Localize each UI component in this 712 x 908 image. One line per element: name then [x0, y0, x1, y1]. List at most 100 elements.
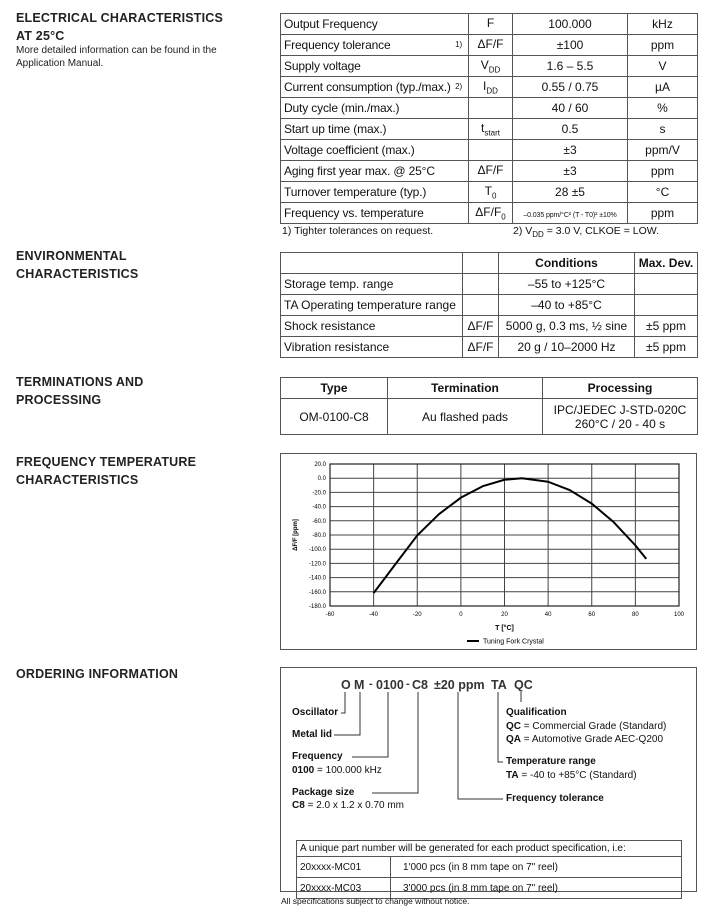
freq-tol-label: Frequency tolerance [506, 793, 604, 804]
ordering-heading: ORDERING INFORMATION [16, 667, 179, 681]
termination-cell: Au flashed pads [387, 398, 543, 435]
param-cell: Frequency tolerance 1) [280, 34, 469, 56]
param-cell: Duty cycle (min./max.) [280, 97, 469, 119]
param-wrap: Current consumption (typ./max.) 2) [284, 80, 465, 94]
x-tick-label: -60 [326, 612, 335, 618]
type-cell: OM-0100-C8 [280, 398, 388, 435]
table-row: 20xxxx-MC03 3'000 pcs (in 8 mm tape on 7"… [296, 877, 683, 899]
environmental-heading: ENVIRONMENTAL CHARACTERISTICS [16, 247, 138, 283]
code-o: O [341, 678, 351, 692]
x-tick-label: 20 [501, 612, 508, 618]
x-tick-label: -40 [369, 612, 378, 618]
y-axis-label: ΔF/F [ppm] [293, 519, 299, 551]
legend-label: Tuning Fork Crystal [483, 639, 544, 646]
desc-line: More detailed information can be found i… [16, 45, 217, 56]
cell: –55 to +125°C [498, 273, 635, 295]
param: Frequency tolerance [284, 38, 391, 52]
y-tick-label: -140.0 [309, 576, 327, 582]
key: 0100 [292, 765, 315, 776]
y-tick-label: -160.0 [309, 590, 327, 596]
value: 100.000 [548, 17, 592, 31]
cell: ±5 ppm [634, 336, 698, 358]
value: ±3 [563, 143, 577, 157]
table-row: Frequency vs. temperature ΔF/F0 –0.035 p… [280, 202, 698, 224]
symbol: ΔF/F [477, 36, 504, 51]
param: Frequency vs. temperature [284, 206, 424, 220]
heading-line: ENVIRONMENTAL [16, 249, 127, 263]
param-wrap: Turnover temperature (typ.) [284, 185, 465, 199]
value: ±100 [556, 38, 584, 52]
code-tolerance: ±20 ppm [434, 678, 485, 692]
symbol-sub: DD [486, 86, 498, 96]
symbol-cell: ΔF/F0 [468, 202, 513, 224]
symbol-sub: start [484, 128, 500, 138]
note-ref: 2) [455, 82, 462, 91]
cell: Shock resistance [280, 315, 463, 337]
symbol: T [484, 183, 492, 198]
unit-cell: V [627, 55, 698, 77]
terminations-table: Type Termination Processing OM-0100-C8 A… [280, 377, 698, 435]
series-line [372, 477, 648, 594]
x-axis-label: T [°C] [495, 624, 514, 632]
param: Duty cycle (min./max.) [284, 101, 400, 115]
col-header: Termination [387, 377, 543, 399]
value: = -40 to +85°C (Standard) [518, 770, 637, 781]
package-label: Package size [292, 787, 355, 798]
y-tick-label: -120.0 [309, 561, 327, 567]
key: QA [506, 734, 521, 745]
table-row: 20xxxx-MC01 1'000 pcs (in 8 mm tape on 7"… [296, 856, 683, 878]
qa-desc: QA = Automotive Grade AEC-Q200 [506, 734, 663, 745]
param-wrap: Frequency tolerance 1) [284, 38, 465, 52]
code-dash: - [406, 678, 410, 690]
key: QC [506, 721, 521, 732]
value: ±3 [563, 164, 577, 178]
x-tick-label: 80 [632, 612, 639, 618]
electrical-table: Output Frequency F 100.000 kHz Frequency … [280, 13, 698, 224]
part-table-header: A unique part number will be generated f… [295, 840, 683, 857]
x-tick-label: -20 [413, 612, 422, 618]
chart-frame: -60 -40 -20 0 20 40 60 80 100 20.0 0.0 -20.0 -40.0 -6… [280, 453, 697, 650]
key: C8 [292, 800, 305, 811]
x-tick-label: 60 [588, 612, 595, 618]
x-tick-label: 100 [674, 612, 685, 618]
qc-desc: QC = Commercial Grade (Standard) [506, 721, 666, 732]
symbol-sub: DD [488, 65, 501, 75]
footer-note: All specifications subject to change wit… [281, 896, 470, 906]
code-m: M [354, 678, 365, 692]
desc-line: Application Manual. [16, 58, 104, 69]
param: Aging first year max. @ 25°C [284, 164, 435, 178]
qualification-label: Qualification [506, 707, 567, 718]
param-cell: Current consumption (typ./max.) 2) [280, 76, 469, 98]
heading-line: PROCESSING [16, 393, 102, 407]
y-tick-label: 0.0 [318, 476, 327, 482]
heading-line: TERMINATIONS AND [16, 375, 144, 389]
y-tick-label: -60.0 [312, 519, 326, 525]
cell: TA Operating temperature range [280, 294, 463, 316]
heading-line: CHARACTERISTICS [16, 267, 139, 281]
param: Supply voltage [284, 59, 361, 73]
unit-cell: ppm [627, 202, 698, 224]
symbol: F [486, 15, 495, 30]
part-number-table: A unique part number will be generated f… [295, 840, 683, 899]
formula: –0.035 ppm/°C² (T - T0)² ±10% [523, 212, 617, 219]
table-row: Vibration resistance ΔF/F 20 g / 10–2000 H… [280, 336, 698, 358]
value: 28 ±5 [555, 185, 585, 199]
value: 0.5 [561, 122, 579, 136]
cell: ±5 ppm [634, 315, 698, 337]
param: Output Frequency [284, 17, 378, 31]
processing-line: 260°C / 20 - 40 s [574, 416, 666, 431]
param: Voltage coefficient (max.) [284, 143, 415, 157]
symbol-sub: 0 [501, 212, 506, 222]
table-row: OM-0100-C8 Au flashed pads IPC/JEDEC J-S… [280, 398, 698, 435]
value: 0.55 / 0.75 [541, 80, 599, 94]
cell: 20 g / 10–2000 Hz [498, 336, 635, 358]
col-header: Processing [542, 377, 698, 399]
param-wrap: Duty cycle (min./max.) [284, 101, 465, 115]
package-desc: C8 = 2.0 x 1.2 x 0.70 mm [292, 800, 404, 811]
symbol: t [481, 120, 485, 135]
cell: 5000 g, 0.3 ms, ½ sine [498, 315, 635, 337]
param-cell: Frequency vs. temperature [280, 202, 469, 224]
code-temp: TA [491, 678, 507, 692]
symbol: ΔF/F [477, 162, 504, 177]
